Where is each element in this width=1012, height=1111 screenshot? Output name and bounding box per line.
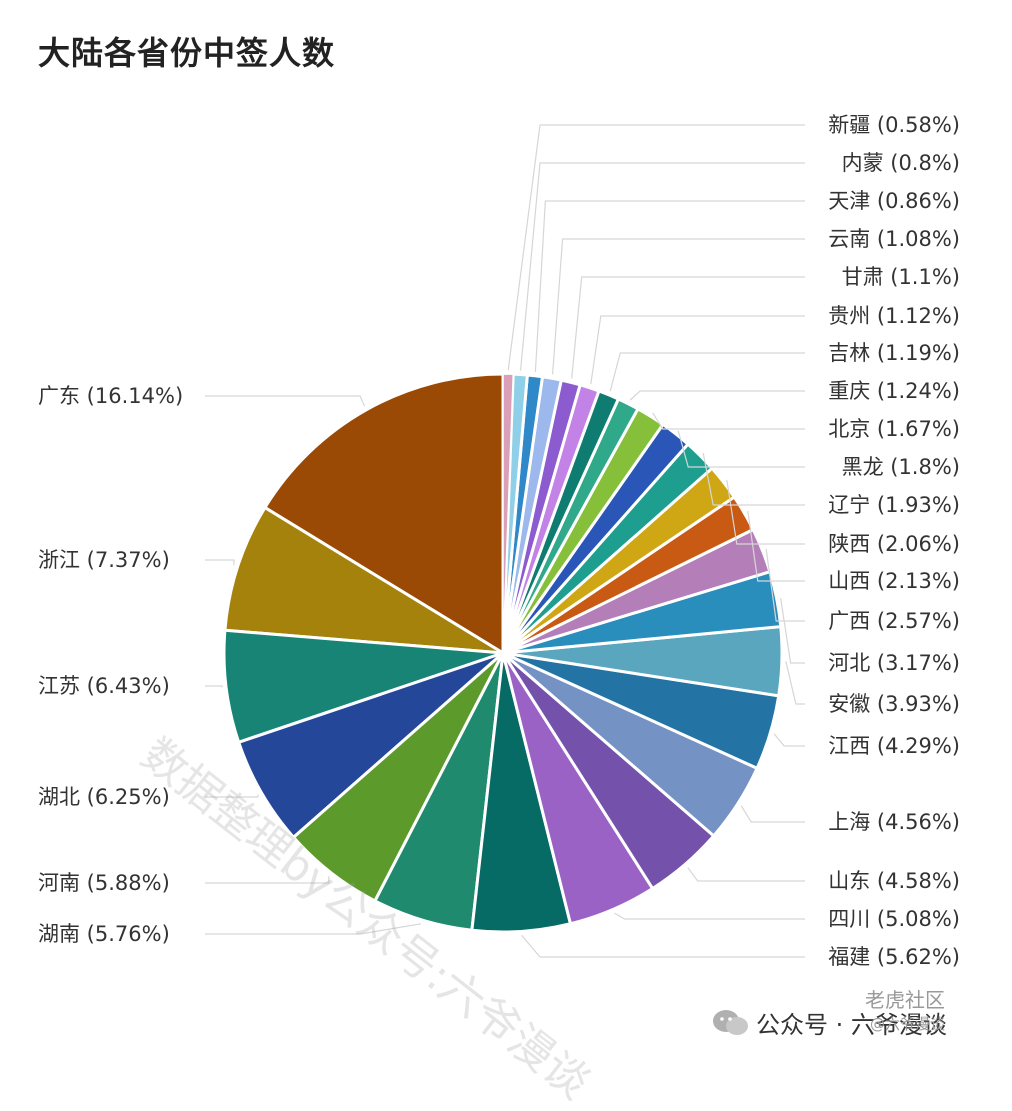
leader-line-23 [551,238,805,375]
leader-line-3 [205,794,259,798]
signature-sub: @六爷漫谈 [869,1015,945,1033]
slice-label-14: 山西 (2.13%) [828,569,960,593]
slice-label-24: 天津 (0.86%) [828,189,960,213]
slice-label-6: 福建 (5.62%) [828,945,960,969]
slice-labels: 广东 (16.14%) 浙江 (7.37%) 江苏 (6.43%) 湖北 (6.25%… [38,113,960,969]
chart-card: 大陆各省份中签人数 广东 (16.14%) 浙江 (7.37%) 江苏 (6.43%… [38,34,960,1110]
chart-title: 大陆各省份中签人数 [38,34,336,72]
pie-slice-1 [223,505,504,655]
leader-line-19 [629,390,805,401]
slice-label-2: 江苏 (6.43%) [38,674,170,698]
leader-line-13 [765,548,805,622]
slice-label-9: 上海 (4.56%) [828,810,960,834]
footer: 公众号 · 六爷漫谈 [712,1005,947,1040]
leader-line-12 [780,598,805,664]
footer-text: 公众号 · 六爷漫谈 [756,1011,947,1039]
leader-line-22 [571,276,805,379]
pie-chart: 广东 (16.14%) 浙江 (7.37%) 江苏 (6.43%) 湖北 (6.25%… [38,113,960,969]
slice-label-17: 黑龙 (1.8%) [842,455,960,479]
leader-line-9 [740,805,805,823]
pie-slice-2 [222,628,504,745]
slice-label-3: 湖北 (6.25%) [38,785,170,809]
leader-line-17 [677,430,805,468]
signature: 老虎社区 @六爷漫谈 [865,988,945,1036]
slice-label-22: 甘肃 (1.1%) [842,265,960,289]
slice-label-1: 浙江 (7.37%) [38,548,170,572]
leader-line-6 [521,934,805,958]
leader-line-5 [205,923,422,935]
leader-line-20 [609,352,805,392]
leader-line-8 [687,867,805,882]
leader-line-25 [519,162,805,371]
leader-line-24 [534,200,805,372]
leader-line-4 [205,876,330,884]
leader-line-2 [205,685,223,688]
slice-label-18: 北京 (1.67%) [828,417,960,441]
leader-line-18 [652,412,805,430]
leader-line-14 [747,510,805,582]
slice-label-25: 内蒙 (0.8%) [842,151,960,175]
leader-line-21 [590,315,805,385]
slice-label-19: 重庆 (1.24%) [828,379,960,403]
slice-label-12: 河北 (3.17%) [828,651,960,675]
leader-line-16 [702,452,805,506]
slice-label-13: 广西 (2.57%) [828,609,960,633]
leader-line-26 [507,124,805,371]
signature-main: 老虎社区 [865,988,945,1012]
slice-label-20: 吉林 (1.19%) [828,341,960,365]
leader-line-7 [614,912,805,920]
pie-slices [222,372,784,934]
leader-line-1 [205,559,235,566]
leader-line-10 [773,733,805,747]
slice-label-15: 陕西 (2.06%) [828,532,960,556]
pie-slice-0 [262,372,505,656]
wechat-icon [712,1008,750,1038]
slice-label-4: 河南 (5.88%) [38,871,170,895]
leader-line-15 [726,479,805,545]
slice-label-21: 贵州 (1.12%) [828,304,960,328]
slice-label-26: 新疆 (0.58%) [828,113,960,137]
slice-label-23: 云南 (1.08%) [828,227,960,251]
slice-label-16: 辽宁 (1.93%) [828,493,960,517]
slice-label-8: 山东 (4.58%) [828,869,960,893]
slice-label-11: 安徽 (3.93%) [828,692,960,716]
slice-label-0: 广东 (16.14%) [38,384,183,408]
leader-line-11 [785,661,805,705]
slice-label-5: 湖南 (5.76%) [38,922,170,946]
slice-label-10: 江西 (4.29%) [828,734,960,758]
slice-label-7: 四川 (5.08%) [828,907,960,931]
leader-lines [205,124,805,958]
pie-slice-26 [502,373,515,654]
leader-line-0 [205,395,366,407]
